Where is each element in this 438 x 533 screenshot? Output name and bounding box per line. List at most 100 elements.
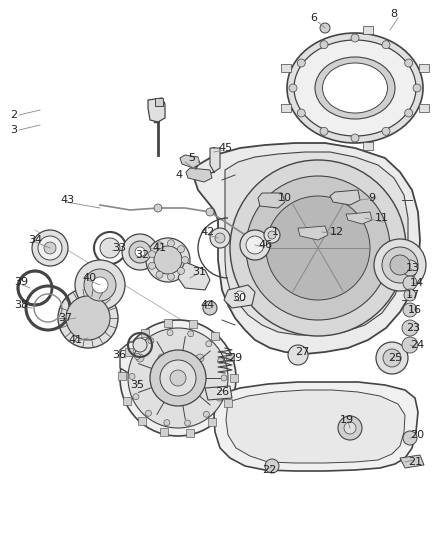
Circle shape bbox=[177, 246, 184, 253]
Polygon shape bbox=[330, 190, 360, 205]
Circle shape bbox=[383, 349, 401, 367]
Circle shape bbox=[167, 330, 173, 336]
Polygon shape bbox=[224, 285, 255, 308]
Circle shape bbox=[148, 251, 155, 257]
Circle shape bbox=[297, 59, 305, 67]
Circle shape bbox=[75, 260, 125, 310]
Text: 6: 6 bbox=[310, 13, 317, 23]
Text: 10: 10 bbox=[278, 193, 292, 203]
Polygon shape bbox=[214, 382, 418, 471]
Circle shape bbox=[66, 296, 110, 340]
Circle shape bbox=[187, 331, 194, 337]
Text: 12: 12 bbox=[330, 227, 344, 237]
Circle shape bbox=[402, 320, 418, 336]
Circle shape bbox=[38, 236, 62, 260]
Text: 16: 16 bbox=[408, 305, 422, 315]
Circle shape bbox=[120, 320, 236, 436]
Circle shape bbox=[170, 370, 186, 386]
Circle shape bbox=[206, 208, 214, 216]
Polygon shape bbox=[281, 64, 291, 72]
Polygon shape bbox=[224, 399, 232, 407]
Circle shape bbox=[382, 41, 390, 49]
Circle shape bbox=[58, 288, 118, 348]
Text: 19: 19 bbox=[340, 415, 354, 425]
Polygon shape bbox=[346, 212, 372, 224]
Text: 32: 32 bbox=[135, 250, 149, 260]
Polygon shape bbox=[190, 320, 198, 328]
Ellipse shape bbox=[287, 33, 423, 143]
Circle shape bbox=[235, 291, 245, 301]
Circle shape bbox=[374, 239, 426, 291]
Polygon shape bbox=[124, 348, 133, 356]
Circle shape bbox=[136, 354, 144, 362]
Circle shape bbox=[216, 395, 223, 401]
Text: 34: 34 bbox=[28, 235, 42, 245]
Text: 22: 22 bbox=[262, 465, 276, 475]
Circle shape bbox=[134, 353, 141, 359]
Circle shape bbox=[181, 256, 188, 263]
Circle shape bbox=[390, 255, 410, 275]
Polygon shape bbox=[120, 342, 215, 374]
Circle shape bbox=[351, 134, 359, 142]
Circle shape bbox=[351, 34, 359, 42]
Circle shape bbox=[382, 247, 418, 283]
Circle shape bbox=[221, 375, 227, 381]
Circle shape bbox=[265, 459, 279, 473]
Circle shape bbox=[177, 268, 184, 274]
Text: 5: 5 bbox=[188, 153, 195, 163]
Circle shape bbox=[320, 41, 328, 49]
Polygon shape bbox=[186, 429, 194, 437]
Circle shape bbox=[133, 338, 147, 352]
Polygon shape bbox=[208, 418, 216, 426]
Text: 29: 29 bbox=[228, 353, 242, 363]
Circle shape bbox=[268, 231, 276, 239]
Circle shape bbox=[297, 109, 305, 117]
Circle shape bbox=[100, 238, 120, 258]
Circle shape bbox=[129, 374, 135, 379]
Text: 14: 14 bbox=[410, 278, 424, 288]
Circle shape bbox=[148, 262, 155, 269]
Text: 41: 41 bbox=[68, 335, 82, 345]
Polygon shape bbox=[419, 64, 429, 72]
Polygon shape bbox=[178, 262, 210, 290]
Polygon shape bbox=[212, 333, 219, 341]
Text: 45: 45 bbox=[218, 143, 232, 153]
Circle shape bbox=[184, 420, 191, 426]
Polygon shape bbox=[419, 104, 429, 112]
Polygon shape bbox=[230, 374, 238, 382]
Circle shape bbox=[246, 176, 390, 320]
Circle shape bbox=[413, 84, 421, 92]
Text: 2: 2 bbox=[10, 110, 17, 120]
Text: 35: 35 bbox=[130, 380, 144, 390]
Circle shape bbox=[240, 230, 270, 260]
Circle shape bbox=[264, 227, 280, 243]
Circle shape bbox=[150, 350, 206, 406]
Text: 41: 41 bbox=[152, 243, 166, 253]
Polygon shape bbox=[226, 390, 405, 463]
Text: 25: 25 bbox=[388, 353, 402, 363]
Circle shape bbox=[403, 303, 417, 317]
Polygon shape bbox=[363, 142, 373, 150]
Circle shape bbox=[84, 269, 116, 301]
Circle shape bbox=[156, 242, 163, 249]
Polygon shape bbox=[258, 193, 285, 208]
Circle shape bbox=[246, 234, 254, 242]
Circle shape bbox=[167, 240, 174, 247]
Ellipse shape bbox=[322, 63, 388, 113]
Circle shape bbox=[158, 354, 166, 362]
Text: 26: 26 bbox=[215, 387, 229, 397]
Circle shape bbox=[135, 247, 145, 257]
Circle shape bbox=[154, 246, 182, 274]
Circle shape bbox=[148, 338, 154, 344]
Polygon shape bbox=[400, 455, 424, 468]
Text: 37: 37 bbox=[58, 313, 72, 323]
Polygon shape bbox=[138, 417, 146, 425]
Circle shape bbox=[218, 358, 224, 364]
Text: 17: 17 bbox=[406, 290, 420, 300]
Circle shape bbox=[129, 241, 151, 263]
Circle shape bbox=[92, 277, 108, 293]
Polygon shape bbox=[226, 353, 234, 361]
Circle shape bbox=[402, 337, 418, 353]
Text: 38: 38 bbox=[14, 300, 28, 310]
Circle shape bbox=[382, 127, 390, 135]
